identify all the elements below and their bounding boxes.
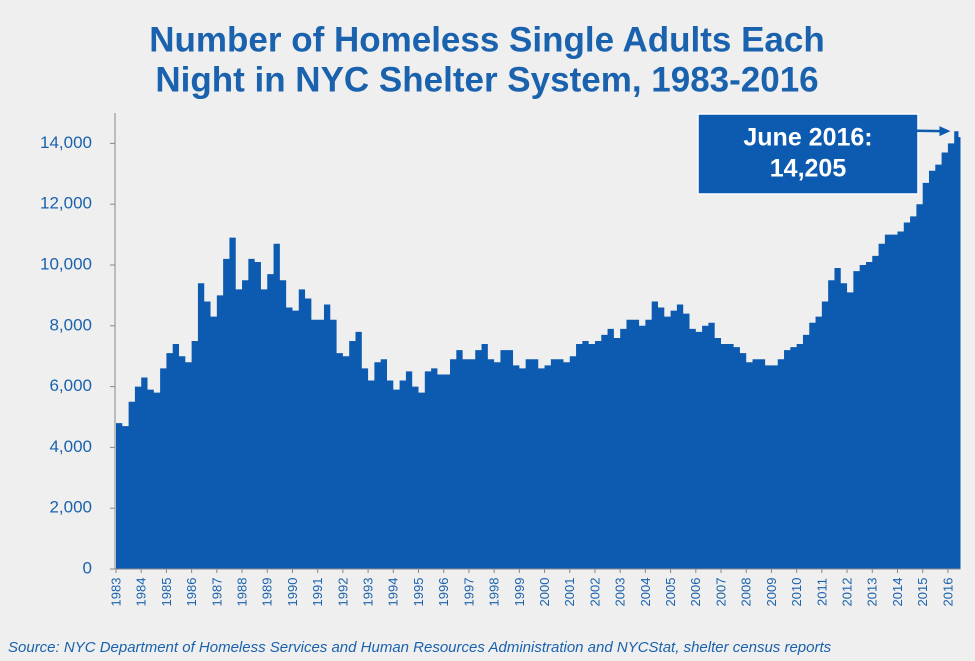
x-tick-label: 1990 <box>285 578 300 607</box>
x-tick-label: 2003 <box>613 578 628 607</box>
x-tick-label: 1992 <box>335 578 350 607</box>
x-tick-label: 2007 <box>713 578 728 607</box>
y-tick-label: 4,000 <box>49 437 92 456</box>
y-tick-label: 8,000 <box>49 315 92 334</box>
x-tick-label: 1995 <box>411 578 426 607</box>
x-tick-label: 2009 <box>764 578 779 607</box>
x-tick-label: 1999 <box>512 578 527 607</box>
x-tick-label: 2004 <box>638 578 653 607</box>
area <box>116 131 961 570</box>
x-tick-label: 2002 <box>587 578 602 607</box>
x-tick-label: 1985 <box>159 578 174 607</box>
x-tick-label: 2012 <box>839 578 854 607</box>
chart-title: Night in NYC Shelter System, 1983-2016 <box>155 60 818 99</box>
x-tick-label: 1983 <box>108 578 123 607</box>
x-tick-label: 2015 <box>915 578 930 607</box>
x-tick-label: 1988 <box>234 578 249 607</box>
x-tick-label: 2000 <box>537 578 552 607</box>
x-tick-label: 1996 <box>436 578 451 607</box>
x-tick-label: 1991 <box>310 578 325 607</box>
x-tick-label: 2008 <box>739 578 754 607</box>
x-tick-label: 1997 <box>461 578 476 607</box>
source: Source: NYC Department of Homeless Servi… <box>8 639 832 656</box>
x-tick-label: 2016 <box>940 578 955 607</box>
x-tick-label: 2011 <box>814 578 829 606</box>
x-tick-label: 2005 <box>663 578 678 607</box>
annotation-arrowhead <box>939 126 951 137</box>
x-tick-label: 1987 <box>209 578 224 607</box>
y-tick-label: 12,000 <box>40 194 92 213</box>
chart-title: Number of Homeless Single Adults Each <box>149 20 825 59</box>
x-tick-label: 1998 <box>487 578 502 607</box>
x-tick-label: 1993 <box>361 578 376 607</box>
x-tick-label: 2006 <box>688 578 703 607</box>
x-tick-label: 1989 <box>260 578 275 607</box>
x-tick-label: 1986 <box>184 578 199 607</box>
annotation-value: 14,205 <box>770 155 847 183</box>
x-tick-label: 2013 <box>865 578 880 607</box>
x-tick-label: 1984 <box>134 578 149 607</box>
y-tick-label: 6,000 <box>49 376 92 395</box>
annotation-label: June 2016: <box>743 124 872 152</box>
annotation-box <box>697 113 919 195</box>
x-tick-label: 2014 <box>890 578 905 607</box>
annotation-arrow <box>861 128 943 133</box>
x-tick-label: 2001 <box>562 578 577 607</box>
y-tick-label: 10,000 <box>40 254 92 273</box>
y-tick-label: 2,000 <box>49 498 92 517</box>
x-tick-label: 2010 <box>789 578 804 607</box>
y-tick-label: 14,000 <box>40 133 92 152</box>
x-tick-label: 1994 <box>386 578 401 607</box>
y-tick-label: 0 <box>83 558 92 577</box>
